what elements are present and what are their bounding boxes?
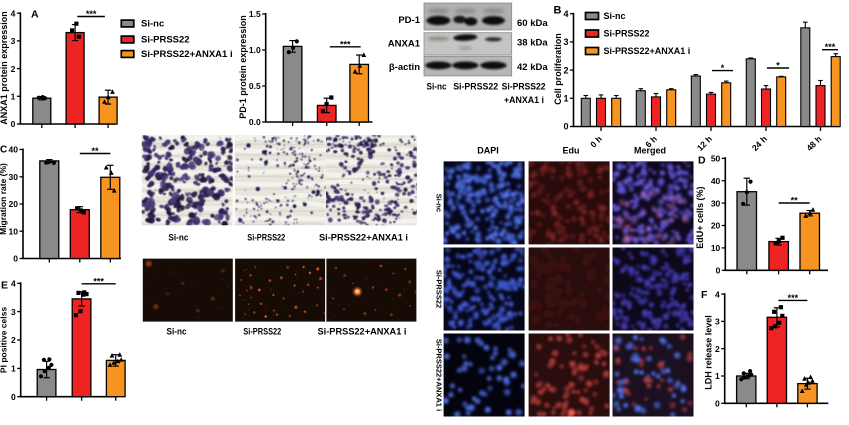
svg-text:40: 40 xyxy=(711,176,721,186)
svg-text:3: 3 xyxy=(11,307,16,317)
svg-text:β-actin: β-actin xyxy=(389,62,420,73)
svg-text:1: 1 xyxy=(715,371,720,381)
svg-text:Si-PRSS22+ANXA1 i: Si-PRSS22+ANXA1 i xyxy=(604,46,691,56)
svg-text:Si-PRSS22: Si-PRSS22 xyxy=(453,82,498,92)
svg-text:2: 2 xyxy=(11,64,16,74)
svg-text:***: *** xyxy=(825,42,836,52)
svg-text:C: C xyxy=(0,145,7,156)
svg-text:D: D xyxy=(698,154,706,166)
svg-text:Cell proliferation: Cell proliferation xyxy=(553,33,563,105)
svg-text:0: 0 xyxy=(563,122,568,132)
svg-text:10: 10 xyxy=(9,226,19,236)
svg-text:Si-PRSS22+ANXA1 i: Si-PRSS22+ANXA1 i xyxy=(318,327,407,337)
svg-text:***: *** xyxy=(93,276,104,286)
svg-text:2: 2 xyxy=(563,65,568,75)
svg-text:PI positive celss: PI positive celss xyxy=(0,307,9,373)
svg-text:4: 4 xyxy=(11,8,16,18)
svg-text:3: 3 xyxy=(715,317,720,327)
svg-text:EdU+ cells (%): EdU+ cells (%) xyxy=(695,186,705,248)
svg-text:42 kDa: 42 kDa xyxy=(517,62,548,73)
svg-text:4: 4 xyxy=(11,279,16,289)
svg-text:+ANXA1 i: +ANXA1 i xyxy=(504,95,544,105)
svg-text:4: 4 xyxy=(563,9,568,19)
svg-text:PD-1: PD-1 xyxy=(398,15,420,26)
svg-text:Edu: Edu xyxy=(563,146,580,156)
svg-text:***: *** xyxy=(788,293,799,303)
svg-text:Si-PRSS22+ANXA1 i: Si-PRSS22+ANXA1 i xyxy=(319,232,408,242)
svg-text:30: 30 xyxy=(9,172,19,182)
svg-text:***: *** xyxy=(86,9,97,19)
svg-text:Si-PRSS22+ANXA1 i: Si-PRSS22+ANXA1 i xyxy=(435,339,444,411)
svg-text:ANXA1 protein expression: ANXA1 protein expression xyxy=(0,11,9,125)
svg-text:Si-PRSS22: Si-PRSS22 xyxy=(435,270,444,308)
svg-text:2: 2 xyxy=(11,335,16,345)
svg-text:Si-nc: Si-nc xyxy=(141,19,164,30)
svg-text:0: 0 xyxy=(11,392,16,402)
svg-text:1: 1 xyxy=(11,364,16,374)
svg-text:*: * xyxy=(776,61,780,71)
svg-text:LDH release level: LDH release level xyxy=(704,315,714,390)
svg-text:Si-PRSS22: Si-PRSS22 xyxy=(502,82,546,92)
svg-text:50: 50 xyxy=(711,154,721,164)
svg-text:***: *** xyxy=(340,39,351,49)
svg-text:A: A xyxy=(31,8,39,20)
svg-text:20: 20 xyxy=(9,199,19,209)
svg-text:0: 0 xyxy=(716,266,721,276)
svg-text:Si-PRSS22: Si-PRSS22 xyxy=(243,327,281,337)
svg-text:Si-nc: Si-nc xyxy=(604,11,626,21)
svg-text:E: E xyxy=(1,279,8,291)
svg-text:0: 0 xyxy=(13,254,18,264)
svg-text:4: 4 xyxy=(715,289,720,299)
svg-text:Si-nc: Si-nc xyxy=(427,82,447,92)
svg-text:ANXA1: ANXA1 xyxy=(388,39,421,50)
svg-text:30: 30 xyxy=(711,198,721,208)
svg-text:1: 1 xyxy=(11,92,16,102)
svg-text:Si-PRSS22: Si-PRSS22 xyxy=(604,29,650,39)
svg-text:B: B xyxy=(554,4,562,16)
svg-text:DAPI: DAPI xyxy=(477,146,499,156)
svg-text:Si-PRSS22: Si-PRSS22 xyxy=(141,35,190,46)
svg-text:20: 20 xyxy=(711,221,721,231)
svg-text:Si-nc: Si-nc xyxy=(435,194,444,212)
svg-text:**: ** xyxy=(92,146,100,156)
svg-text:10: 10 xyxy=(711,243,721,253)
svg-text:1: 1 xyxy=(563,94,568,104)
svg-text:2: 2 xyxy=(715,344,720,354)
svg-text:3: 3 xyxy=(11,36,16,46)
svg-text:38 kDa: 38 kDa xyxy=(517,38,548,49)
svg-text:Merged: Merged xyxy=(634,146,666,156)
svg-text:*: * xyxy=(721,63,725,73)
svg-text:1.0: 1.0 xyxy=(249,45,261,55)
svg-text:0.5: 0.5 xyxy=(249,81,261,91)
svg-text:Si-PRSS22: Si-PRSS22 xyxy=(247,232,285,242)
svg-text:Si-nc: Si-nc xyxy=(167,327,187,337)
svg-text:PD-1 protein expression: PD-1 protein expression xyxy=(238,15,248,119)
svg-text:40: 40 xyxy=(9,145,19,155)
svg-text:1.5: 1.5 xyxy=(249,9,261,19)
svg-text:0: 0 xyxy=(11,119,16,129)
svg-text:F: F xyxy=(701,289,708,301)
svg-text:Si-nc: Si-nc xyxy=(168,232,188,242)
svg-text:Migration rate (%): Migration rate (%) xyxy=(0,163,8,235)
svg-text:3: 3 xyxy=(563,37,568,47)
svg-text:0.0: 0.0 xyxy=(249,117,261,127)
svg-text:60 kDa: 60 kDa xyxy=(517,18,548,29)
svg-text:0: 0 xyxy=(715,399,720,409)
svg-text:Si-PRSS22+ANXA1 i: Si-PRSS22+ANXA1 i xyxy=(141,49,233,60)
svg-text:**: ** xyxy=(791,196,799,206)
